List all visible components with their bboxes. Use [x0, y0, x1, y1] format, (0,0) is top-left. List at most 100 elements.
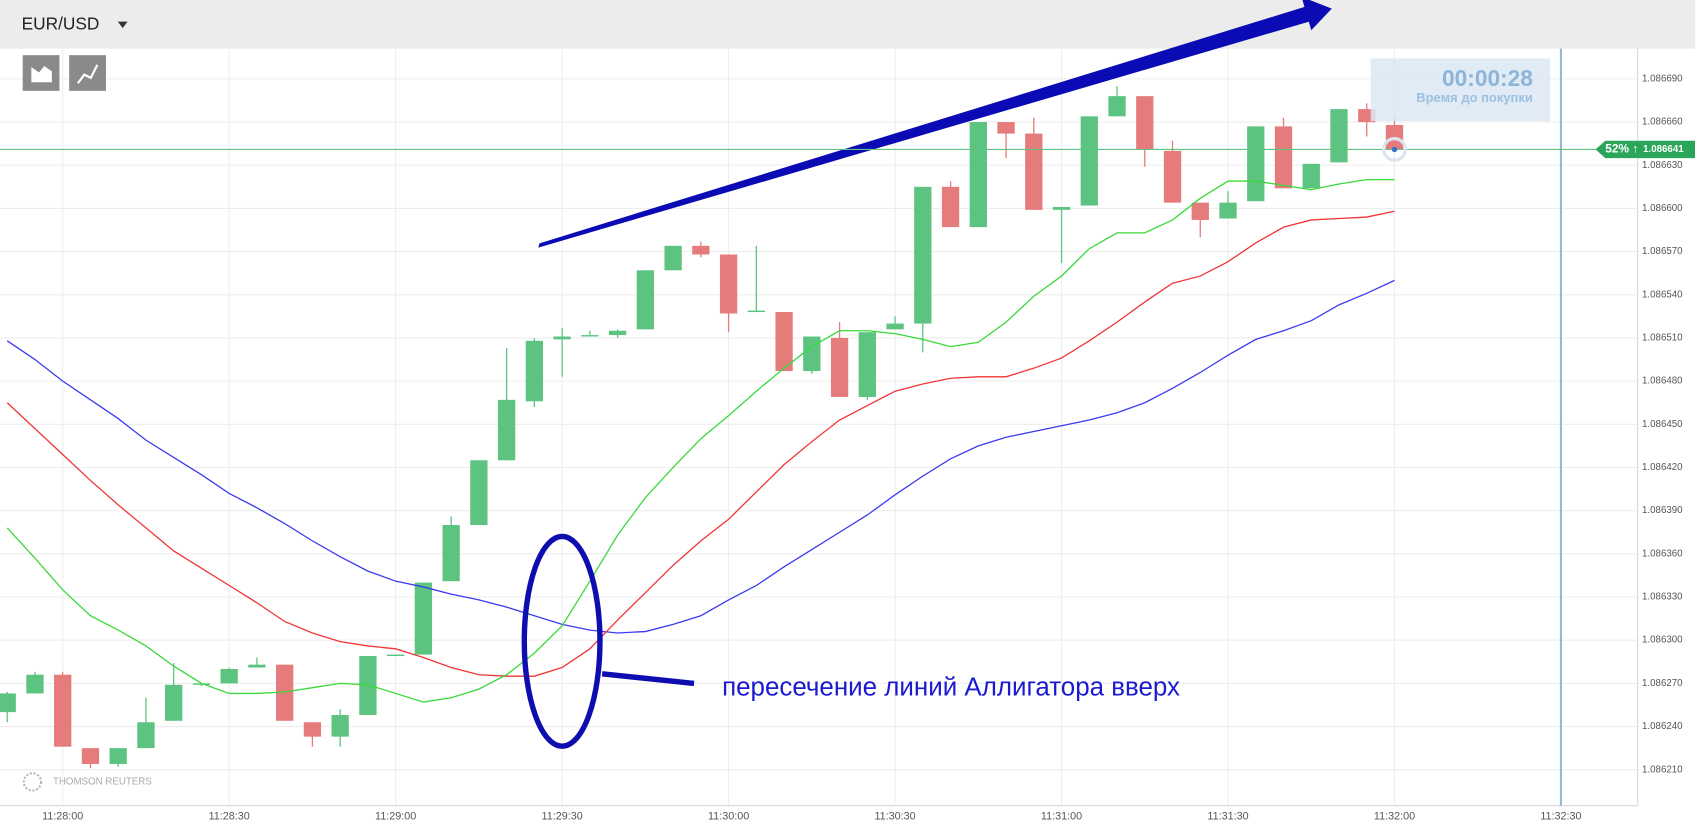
- candle-body: [664, 245, 682, 271]
- candle-body: [941, 186, 960, 228]
- y-tick-label: 1.086630: [1642, 160, 1683, 171]
- candle-body: [581, 335, 599, 337]
- candle-body: [1108, 96, 1126, 117]
- candle-body: [1247, 126, 1265, 202]
- y-tick-label: 1.086330: [1642, 592, 1683, 603]
- x-tick-label: 11:29:30: [542, 810, 583, 822]
- icon: [76, 64, 99, 84]
- trend-arrow: [538, 6, 1310, 248]
- x-tick-label: 11:28:30: [209, 810, 250, 822]
- x-tick-label: 11:28:00: [42, 810, 83, 822]
- x-tick-label: 11:30:00: [708, 810, 749, 822]
- candle-body: [775, 312, 793, 372]
- payout-label: 52% ↑: [1605, 142, 1638, 156]
- candle-body: [1025, 133, 1043, 210]
- y-tick-label: 1.086270: [1642, 678, 1683, 689]
- y-tick-label: 1.086540: [1642, 289, 1683, 300]
- candle-body: [997, 122, 1015, 134]
- timer: 00:00:28: [1442, 65, 1533, 91]
- candle-body: [747, 310, 765, 313]
- timer-box: [1370, 58, 1551, 122]
- candle-body: [331, 715, 349, 737]
- alligator-line: [6, 210, 1395, 677]
- candle-body: [359, 656, 377, 716]
- candle-body: [248, 664, 266, 668]
- candle-body: [414, 582, 433, 655]
- candle-body: [81, 748, 100, 764]
- candle-body: [470, 460, 488, 526]
- candle-body: [165, 684, 183, 721]
- candle-body: [192, 683, 211, 685]
- trend-arrow-head: [1302, 0, 1332, 31]
- candle-body: [1191, 202, 1209, 220]
- y-tick-label: 1.086390: [1642, 505, 1683, 516]
- timer-label: Время до покупки: [1416, 90, 1533, 105]
- candle-body: [553, 336, 571, 340]
- candle-body: [914, 186, 932, 324]
- candle-body: [858, 332, 876, 397]
- candle-body: [692, 245, 710, 255]
- watermark: THOMSON REUTERS: [53, 776, 152, 787]
- y-tick-label: 1.086510: [1642, 333, 1683, 344]
- candle-body: [137, 722, 155, 749]
- x-tick-label: 11:30:30: [874, 810, 915, 822]
- highlight-ellipse: [521, 533, 603, 749]
- candle-body: [803, 336, 821, 372]
- top-bar: [0, 0, 1695, 49]
- y-tick-label: 1.086690: [1642, 73, 1683, 84]
- y-tick-label: 1.086600: [1642, 203, 1683, 214]
- y-tick-label: 1.086660: [1642, 117, 1683, 128]
- candle-body: [1330, 109, 1348, 163]
- candle-body: [387, 654, 405, 657]
- candle-body: [1163, 150, 1182, 203]
- y-tick-label: 1.086570: [1642, 246, 1683, 257]
- x-tick-label: 11:32:00: [1374, 810, 1415, 822]
- candle-body: [54, 674, 72, 747]
- y-tick-label: 1.086210: [1642, 764, 1683, 775]
- y-tick-label: 1.086360: [1642, 548, 1683, 559]
- current-price-label: 1.086641: [1643, 144, 1684, 155]
- marks: [0, 86, 1404, 769]
- current-point-ring: [1382, 136, 1407, 162]
- candle-body: [969, 122, 987, 228]
- candle-body: [1136, 96, 1154, 150]
- y-tick-label: 1.086420: [1642, 462, 1683, 473]
- candle-body: [0, 693, 16, 713]
- candle-body: [1302, 163, 1320, 189]
- candle-body: [109, 748, 127, 764]
- y-tick-label: 1.086300: [1642, 635, 1683, 646]
- alligator-line: [6, 279, 1395, 634]
- candle-body: [1080, 116, 1098, 206]
- candle-body: [1052, 206, 1071, 210]
- x-tick-label: 11:31:00: [1041, 810, 1082, 822]
- candle-body: [636, 270, 655, 330]
- candle-body: [1219, 202, 1237, 219]
- candle-body: [830, 337, 849, 397]
- candle-body: [26, 674, 44, 694]
- watermark-logo: [22, 772, 43, 792]
- x-tick-label: 11:31:30: [1207, 810, 1248, 822]
- y-tick-label: 1.086240: [1642, 721, 1683, 732]
- price-tag: [1595, 140, 1695, 159]
- icon: [31, 65, 52, 83]
- x-tick-label: 11:29:00: [375, 810, 416, 822]
- y-tick-label: 1.086450: [1642, 419, 1683, 430]
- candle-body: [525, 340, 544, 402]
- x-tick-label: 11:32:30: [1540, 810, 1581, 822]
- candle-body: [1274, 126, 1293, 189]
- current-point: [1391, 146, 1398, 153]
- candle-body: [886, 323, 904, 330]
- alligator-line: [6, 178, 1395, 703]
- dropdown-arrow[interactable]: [117, 21, 128, 29]
- symbol-title[interactable]: EUR/USD: [22, 13, 100, 33]
- candle-body: [608, 330, 627, 336]
- y-tick-label: 1.086480: [1642, 376, 1683, 387]
- indicator-button[interactable]: [69, 55, 106, 91]
- candle-body: [719, 254, 738, 314]
- candle-body: [220, 668, 238, 684]
- candle-body: [442, 525, 460, 582]
- pointer-line: [601, 671, 695, 687]
- annotation: пересечение линий Аллигатора вверх: [722, 674, 1180, 702]
